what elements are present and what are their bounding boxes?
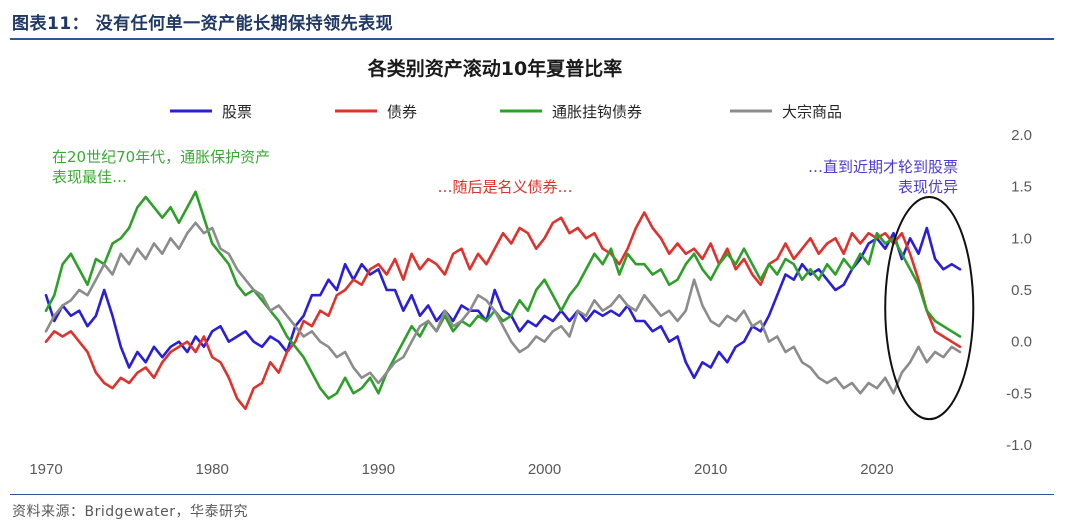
y-tick-label: -1.0: [1006, 437, 1032, 454]
x-tick-label: 2000: [528, 461, 561, 478]
figure-title: 图表11： 没有任何单一资产能长期保持领先表现: [12, 14, 394, 34]
source-note: 资料来源：Bridgewater，华泰研究: [12, 504, 249, 520]
sharpe-ratio-chart: 各类别资产滚动10年夏普比率 股票 债券 通胀挂钩债券 大宗商品 在20世纪70年代，…: [29, 57, 1032, 478]
x-tick-label: 1970: [29, 461, 62, 478]
y-tick-label: 0.0: [1011, 334, 1032, 351]
axes-layer: 1970 1980 1990 2000 2010 2020 2.0 1.5 1.0 0.5 0.0 -…: [29, 127, 1032, 478]
legend-label: 大宗商品: [782, 103, 842, 121]
series-line: [44, 190, 962, 400]
legend-label: 股票: [222, 103, 252, 121]
chart-legend: 股票 债券 通胀挂钩债券 大宗商品: [170, 103, 842, 121]
legend-item: 通胀挂钩债券: [500, 103, 642, 121]
legend-item: 股票: [170, 103, 252, 121]
series-layer: [44, 190, 962, 411]
series-line: [44, 211, 962, 411]
series-line: [44, 221, 962, 395]
y-tick-label: 1.0: [1011, 230, 1032, 247]
legend-item: 债券: [335, 103, 417, 121]
annotation-text: 在20世纪70年代，通胀保护资产表现最佳…: [52, 148, 270, 186]
report-header: 图表11： 没有任何单一资产能长期保持领先表现: [0, 0, 1080, 40]
footer-rule: [10, 494, 1054, 495]
annotation-text: …随后是名义债券…: [437, 178, 572, 196]
x-tick-label: 1980: [195, 461, 228, 478]
legend-label: 通胀挂钩债券: [552, 103, 642, 121]
x-tick-label: 2010: [694, 461, 727, 478]
legend-item: 大宗商品: [730, 103, 842, 121]
y-tick-label: -0.5: [1006, 385, 1032, 402]
chart-annotations: 在20世纪70年代，通胀保护资产表现最佳… …随后是名义债券… …直到近期才轮到股票…: [52, 148, 958, 196]
report-footer: 资料来源：Bridgewater，华泰研究: [0, 490, 1080, 530]
legend-label: 债券: [387, 103, 417, 121]
x-tick-label: 1990: [362, 461, 395, 478]
y-tick-label: 0.5: [1011, 282, 1032, 299]
highlight-ellipse: [884, 196, 975, 421]
x-tick-label: 2020: [860, 461, 893, 478]
header-rule: [10, 38, 1054, 40]
annotation-text: …直到近期才轮到股票表现优异: [808, 158, 958, 196]
y-tick-label: 2.0: [1011, 127, 1032, 144]
y-tick-label: 1.5: [1011, 179, 1032, 196]
highlight-layer: [884, 196, 975, 421]
chart-title: 各类别资产滚动10年夏普比率: [367, 57, 622, 80]
